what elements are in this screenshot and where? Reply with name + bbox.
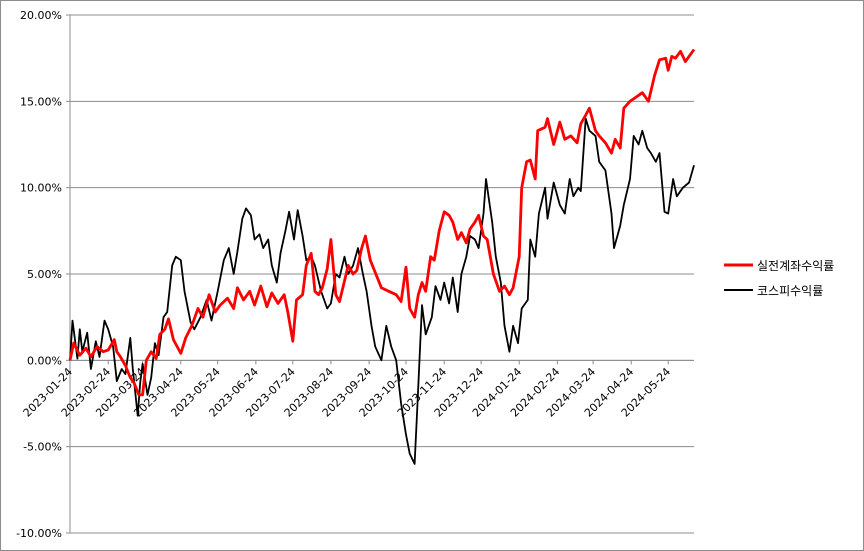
- y-tick-label: -10.00%: [16, 527, 62, 540]
- y-tick-label: 0.00%: [27, 354, 62, 367]
- legend-label-kospi: 코스피수익률: [757, 284, 823, 298]
- series-line-kospi: [69, 117, 695, 465]
- x-axis-ticks: 2023-01-242023-02-242023-03-242023-04-24…: [21, 360, 673, 420]
- y-tick-label: 10.00%: [20, 182, 62, 195]
- y-axis-ticks: 20.00% 15.00% 10.00% 5.00% 0.00% -5.00% -10.00…: [16, 9, 70, 540]
- y-tick-label: 5.00%: [27, 268, 62, 281]
- y-tick-label: 20.00%: [20, 9, 62, 22]
- y-tick-label: -5.00%: [23, 441, 62, 454]
- legend: 실전계좌수익률 코스피수익률: [724, 259, 834, 298]
- series-lines: [68, 48, 696, 465]
- grid-lines: [70, 14, 694, 534]
- legend-label-realaccount: 실전계좌수익률: [757, 259, 834, 273]
- series-line-realaccount: [68, 48, 696, 397]
- y-tick-label: 15.00%: [20, 95, 62, 108]
